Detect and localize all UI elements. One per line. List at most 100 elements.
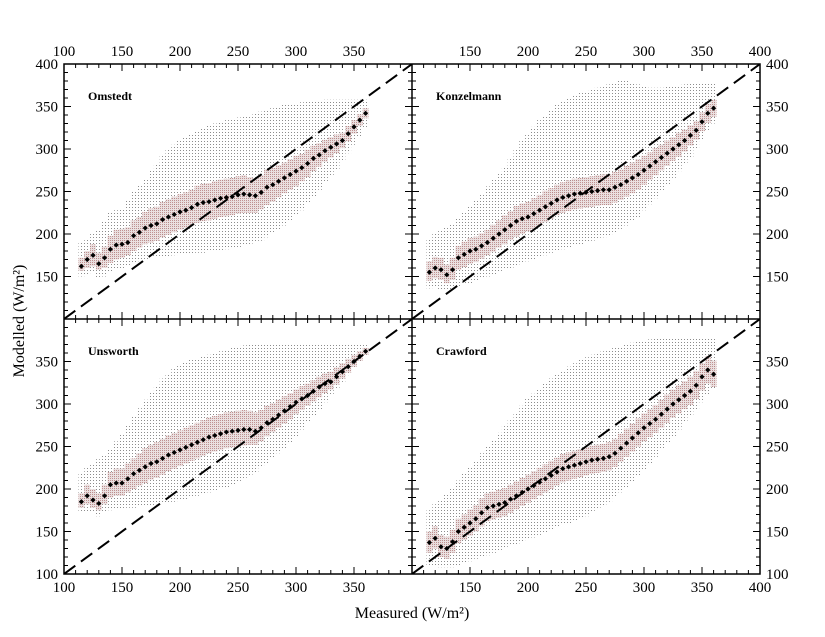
data-point [682, 137, 688, 144]
data-point [189, 205, 195, 211]
data-point [693, 382, 699, 388]
data-point [90, 497, 96, 503]
data-point [676, 397, 682, 403]
y-tick-label: 250 [36, 185, 59, 201]
data-point [305, 392, 311, 399]
data-point [426, 269, 432, 275]
data-point [264, 420, 270, 426]
data-point [519, 489, 525, 495]
data-point [78, 263, 84, 269]
data-point [206, 434, 212, 440]
data-point [653, 159, 659, 165]
data-point [189, 442, 195, 448]
data-point [241, 191, 247, 197]
data-point [241, 426, 247, 433]
x-tick-label: 350 [343, 580, 366, 596]
data-point [270, 416, 276, 422]
data-point [473, 246, 479, 252]
data-point [200, 199, 206, 206]
data-point [525, 214, 531, 220]
y-tick-label-right: 100 [766, 567, 789, 583]
data-point [676, 142, 682, 148]
data-point [531, 483, 537, 489]
data-point [113, 480, 119, 486]
x-tick-label-top: 400 [749, 44, 772, 60]
panel-title: Konzelmann [436, 89, 502, 103]
data-point [624, 440, 630, 446]
data-point [154, 459, 160, 465]
y-tick-label-right: 200 [766, 482, 789, 498]
data-point [206, 199, 212, 205]
data-point [670, 146, 676, 152]
data-point [473, 516, 479, 522]
data-point [554, 469, 560, 475]
panel-unsworth: Unsworth [64, 319, 412, 574]
data-point [687, 132, 693, 138]
x-tick-label: 400 [749, 580, 772, 596]
x-tick-label: 150 [459, 580, 482, 596]
data-point [525, 486, 531, 492]
data-point [589, 188, 595, 195]
data-point [508, 222, 514, 229]
x-tick-label: 100 [53, 580, 76, 596]
x-tick-label: 200 [169, 580, 192, 596]
data-point [165, 452, 171, 458]
data-point [299, 396, 305, 402]
data-point [247, 192, 253, 198]
data-point [455, 255, 461, 261]
data-point [119, 241, 125, 247]
data-point [339, 369, 345, 375]
data-point [577, 460, 583, 467]
data-point [647, 163, 653, 169]
y-tick-label: 200 [36, 227, 59, 243]
inner-spread-band [426, 99, 717, 284]
data-point [629, 175, 635, 181]
y-tick-label: 200 [36, 482, 59, 498]
data-point [148, 460, 154, 467]
data-point [107, 246, 113, 252]
data-point [212, 197, 218, 203]
one-to-one-reference-line [64, 64, 412, 319]
panel-konzelmann: Konzelmann [412, 64, 760, 319]
data-point [102, 493, 108, 499]
data-point [641, 425, 647, 431]
data-point [171, 449, 177, 456]
data-point [618, 182, 624, 188]
data-point [566, 193, 572, 199]
data-point [264, 184, 270, 190]
data-point [351, 124, 357, 130]
data-point [664, 150, 670, 156]
data-point [693, 127, 699, 133]
data-point [705, 367, 711, 373]
data-point [711, 371, 717, 377]
data-point [571, 462, 577, 468]
y-tick-label-right: 200 [766, 227, 789, 243]
data-point [670, 401, 676, 407]
data-point [252, 193, 258, 199]
data-point [502, 227, 508, 233]
data-point [131, 233, 137, 239]
data-point [560, 466, 566, 472]
data-point [171, 211, 177, 218]
data-point [496, 231, 502, 237]
data-point [102, 255, 108, 261]
data-point [583, 459, 589, 465]
data-point [194, 201, 200, 207]
data-point [212, 432, 218, 439]
data-point [618, 445, 624, 451]
y-tick-label-right: 150 [766, 525, 789, 541]
data-point [293, 168, 299, 174]
y-tick-label-right: 350 [766, 355, 789, 371]
y-tick-label-right: 250 [766, 440, 789, 456]
inner-spread-band [78, 347, 369, 511]
data-point [711, 105, 717, 111]
x-tick-label: 300 [633, 580, 656, 596]
data-point [595, 188, 601, 194]
data-point [223, 429, 229, 435]
inner-spread-band [78, 108, 369, 271]
data-point [299, 165, 305, 171]
data-point [136, 229, 142, 235]
data-point [467, 248, 473, 254]
data-point [177, 447, 183, 453]
data-point [548, 200, 554, 206]
